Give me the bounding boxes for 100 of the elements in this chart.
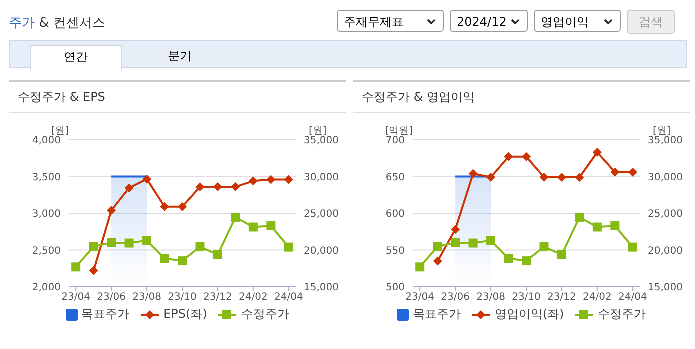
x-tick-label: 24/02 <box>239 292 268 304</box>
text: 연간 <box>30 45 122 70</box>
y-tick-label: 650 <box>386 172 405 184</box>
x-tick-label: 23/10 <box>512 292 541 304</box>
point <box>124 238 134 248</box>
point <box>72 262 81 272</box>
legend-label: 수정주가 <box>597 306 646 323</box>
text: 주재무제표 <box>337 10 444 32</box>
point <box>451 238 460 248</box>
point <box>160 202 170 212</box>
point <box>89 266 98 276</box>
point <box>248 176 258 186</box>
y2-tick-label: 20,000 <box>648 246 683 257</box>
chart-title: 수정주가 & EPS <box>9 80 346 113</box>
point <box>416 262 425 272</box>
y2-tick-label: 15,000 <box>304 282 339 294</box>
y-tick-label: 3,500 <box>32 172 61 184</box>
point <box>160 254 170 264</box>
y2-tick-label: 35,000 <box>304 136 339 147</box>
y2-axis-title: [원] <box>653 125 671 137</box>
y2-tick-label: 25,000 <box>648 209 683 220</box>
point <box>575 172 584 182</box>
text: 영업이익 <box>534 10 621 32</box>
point <box>231 212 240 222</box>
x-tick-label: 24/04 <box>618 292 648 304</box>
point <box>610 168 620 177</box>
y2-tick-label: 30,000 <box>304 172 339 184</box>
y-axis-title: [억원] <box>384 125 413 137</box>
point <box>213 250 222 260</box>
y2-tick-label: 20,000 <box>304 246 339 257</box>
point <box>486 172 496 182</box>
y-tick-label: 2,500 <box>32 246 61 257</box>
y2-tick-label: 25,000 <box>304 209 339 220</box>
text: 검색 <box>627 10 675 34</box>
point <box>107 238 116 248</box>
point <box>486 236 496 246</box>
point <box>468 169 478 178</box>
point <box>610 221 620 230</box>
point <box>284 242 294 252</box>
x-tick-label: 23/08 <box>132 292 162 304</box>
point <box>468 238 478 248</box>
point <box>433 256 442 266</box>
point <box>284 175 294 184</box>
point <box>592 222 602 232</box>
x-tick-label: 23/06 <box>441 292 470 304</box>
y-tick-label: 550 <box>386 246 405 257</box>
legend-label: 수정주가 <box>240 306 290 323</box>
x-tick-label: 23/08 <box>476 292 506 304</box>
x-tick-label: 23/12 <box>204 292 232 304</box>
y2-tick-label: 15,000 <box>648 282 683 294</box>
x-tick-label: 23/04 <box>62 292 91 304</box>
point <box>178 202 187 212</box>
point <box>504 254 514 264</box>
legend-label: 목표주가 <box>412 306 461 323</box>
point <box>196 242 205 252</box>
point <box>248 222 258 232</box>
x-tick-label: 23/06 <box>97 292 126 304</box>
y-tick-label: 3,000 <box>32 209 61 220</box>
point <box>592 148 602 157</box>
y2-tick-label: 30,000 <box>648 172 683 184</box>
y-tick-label: 500 <box>386 282 405 294</box>
point <box>142 236 152 246</box>
point <box>231 182 240 192</box>
point <box>433 242 442 252</box>
point <box>89 242 98 252</box>
x-tick-label: 24/04 <box>274 292 304 304</box>
point <box>557 250 566 260</box>
point <box>628 242 638 252</box>
text: 주가 & 컨센서스 <box>9 15 106 32</box>
y2-tick-label: 35,000 <box>648 136 683 147</box>
y-tick-label: 2,000 <box>32 282 61 294</box>
text: 분기 <box>167 48 193 65</box>
point <box>522 256 531 266</box>
y-tick-label: 700 <box>386 136 405 147</box>
point <box>178 256 187 266</box>
y-axis-title: [원] <box>51 125 69 137</box>
chart-title: 수정주가 & 영업이익 <box>353 80 690 113</box>
x-tick-label: 24/02 <box>583 292 612 304</box>
point <box>266 221 276 230</box>
point <box>522 152 531 162</box>
point <box>142 174 152 184</box>
x-tick-label: 23/10 <box>168 292 197 304</box>
legend-label: 목표주가 <box>80 306 130 323</box>
point <box>124 184 134 193</box>
y2-axis-title: [원] <box>309 125 327 137</box>
legend-label: 영업이익(좌) <box>494 306 564 323</box>
point <box>266 175 276 184</box>
point <box>575 212 584 222</box>
text: 2024/12 <box>450 10 528 32</box>
point <box>107 206 116 216</box>
y-tick-label: 600 <box>386 209 405 220</box>
point <box>540 242 549 252</box>
point <box>504 152 514 162</box>
point <box>628 168 638 177</box>
legend-label: EPS(좌) <box>162 306 208 323</box>
x-tick-label: 23/12 <box>548 292 576 304</box>
y-tick-label: 4,000 <box>32 136 61 147</box>
point <box>196 182 205 192</box>
x-tick-label: 23/04 <box>406 292 435 304</box>
point <box>451 225 460 234</box>
